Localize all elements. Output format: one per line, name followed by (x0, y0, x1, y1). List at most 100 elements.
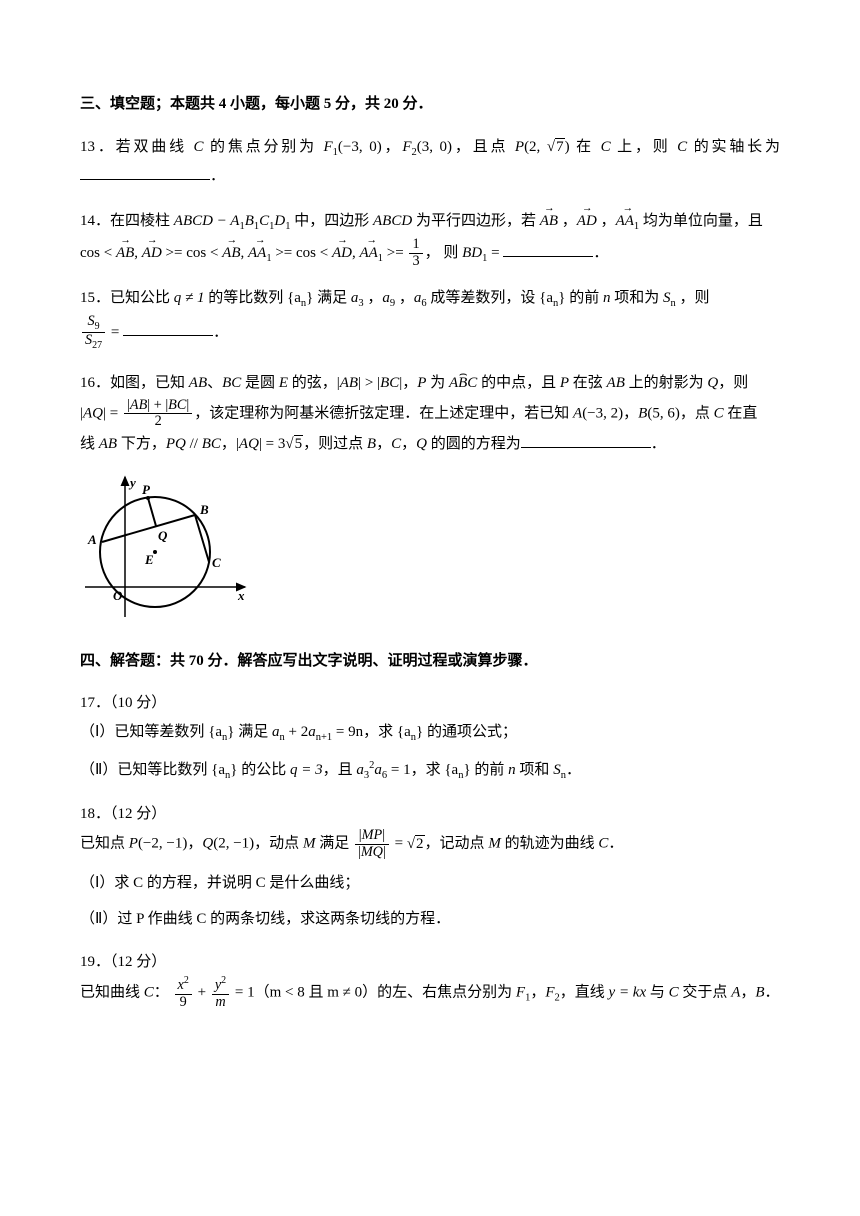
vector-AB: AB (540, 205, 558, 236)
label-P: P (142, 482, 151, 497)
vector: AD (142, 237, 162, 268)
var: P (129, 836, 138, 852)
coord: (2, −1) (213, 836, 254, 852)
var: m (215, 994, 225, 1010)
denominator: S27 (82, 333, 105, 352)
text: ， (740, 985, 755, 1001)
text: 的轨迹为曲线 (501, 836, 599, 852)
var: E (279, 375, 288, 391)
answer-blank[interactable] (521, 432, 651, 448)
var: y = kx (609, 985, 647, 1001)
fraction: y2m (212, 976, 229, 1010)
text: 与 (646, 985, 669, 1001)
text: 为平行四边形，若 (412, 213, 540, 229)
text: = 1 (387, 762, 410, 778)
numerator: |MP| (355, 828, 389, 845)
var: D (274, 213, 285, 229)
vector-AA1: AA1 (616, 205, 640, 237)
numerator: y2 (212, 976, 229, 994)
fraction: 13 (409, 237, 422, 269)
text: （Ⅱ）已知等比数列 (80, 762, 211, 778)
var: F (516, 985, 525, 1001)
var: n (508, 762, 516, 778)
coord: (−3, 0) (338, 139, 382, 155)
question-15: 15．已知公比 q ≠ 1 的等比数列 {an} 满足 a3 ，a9 ，a6 成… (80, 284, 780, 353)
text: (2, (524, 139, 547, 155)
var: AA (616, 213, 634, 229)
var: Q (707, 375, 718, 391)
var: F (545, 985, 554, 1001)
var: a (308, 724, 316, 740)
text: ，求 (363, 724, 397, 740)
text: 在四棱柱 (110, 213, 174, 229)
var: ABCD (373, 213, 412, 229)
text: ，则过点 (303, 436, 367, 452)
text: ， (382, 139, 403, 155)
var: S (663, 290, 671, 306)
text: + (150, 397, 165, 413)
var: AB (607, 375, 625, 391)
var: C (193, 139, 203, 155)
var: AB (99, 436, 117, 452)
fraction: |AB| + |BC|2 (124, 398, 192, 430)
denominator: 9 (175, 995, 192, 1011)
q-number: 17． (80, 695, 110, 711)
text: ，点 (680, 405, 714, 421)
text: 线 (80, 436, 99, 452)
var: B (638, 405, 647, 421)
vector: AA1 (248, 237, 272, 269)
text: 的通项公式； (423, 724, 517, 740)
text: >= (383, 245, 407, 261)
answer-blank[interactable] (123, 320, 213, 336)
var: C (601, 139, 611, 155)
answer-blank[interactable] (80, 164, 210, 180)
numerator: S9 (82, 314, 105, 334)
q18-part1: （Ⅰ）求 C 的方程，并说明 C 是什么曲线； (80, 869, 780, 898)
var: AD (142, 245, 162, 261)
text: } (463, 762, 470, 778)
var: F (402, 139, 411, 155)
vector-AD: AD (577, 205, 597, 236)
text: 的弦， (288, 375, 337, 391)
sub: 9 (95, 320, 100, 331)
q-number: 19． (80, 954, 110, 970)
radicand: 5 (294, 435, 304, 452)
text: ，直线 (560, 985, 609, 1001)
var: A (731, 985, 740, 1001)
var: AB (116, 245, 134, 261)
denominator: 2 (124, 414, 192, 430)
q-number: 16． (80, 375, 110, 391)
text: ， (364, 290, 383, 306)
text: 的实轴长为 (687, 139, 780, 155)
var: q ≠ 1 (174, 290, 205, 306)
text: cos < (80, 245, 116, 261)
label-A: A (87, 532, 97, 547)
var: a (382, 290, 390, 306)
fraction: |MP||MQ| (355, 828, 389, 860)
var: B (755, 985, 764, 1001)
answer-blank[interactable] (503, 241, 593, 257)
sqrt: 5 (285, 430, 303, 459)
question-14: 14．在四棱柱 ABCD − A1B1C1D1 中，四边形 ABCD 为平行四边… (80, 205, 780, 270)
var: P (515, 139, 524, 155)
question-18: 18．（12 分） 已知点 P(−2, −1)，Q(2, −1)，动点 M 满足… (80, 800, 780, 934)
text: ， (623, 405, 638, 421)
var: M (303, 836, 316, 852)
text: = (487, 245, 503, 261)
text: 满足 (315, 836, 353, 852)
question-17: 17．（10 分） （Ⅰ）已知等差数列 {an} 满足 an + 2an+1 =… (80, 689, 780, 785)
text: >= cos < (162, 245, 222, 261)
text: ，则 (676, 290, 710, 306)
text: ． (593, 245, 608, 261)
text: ， (187, 836, 202, 852)
text: （Ⅰ）已知等差数列 (80, 724, 208, 740)
var: C (714, 405, 724, 421)
vector: AB (116, 237, 134, 268)
points: （12 分） (110, 954, 166, 970)
q19-given: 已知曲线 C： x29 + y2m = 1（m < 8 且 m ≠ 0）的左、右… (80, 976, 780, 1010)
text: ， (558, 213, 577, 229)
text: = (106, 405, 122, 421)
radicand: 2 (415, 835, 425, 852)
numerator: x2 (175, 976, 192, 994)
text: ， 则 (425, 245, 463, 261)
